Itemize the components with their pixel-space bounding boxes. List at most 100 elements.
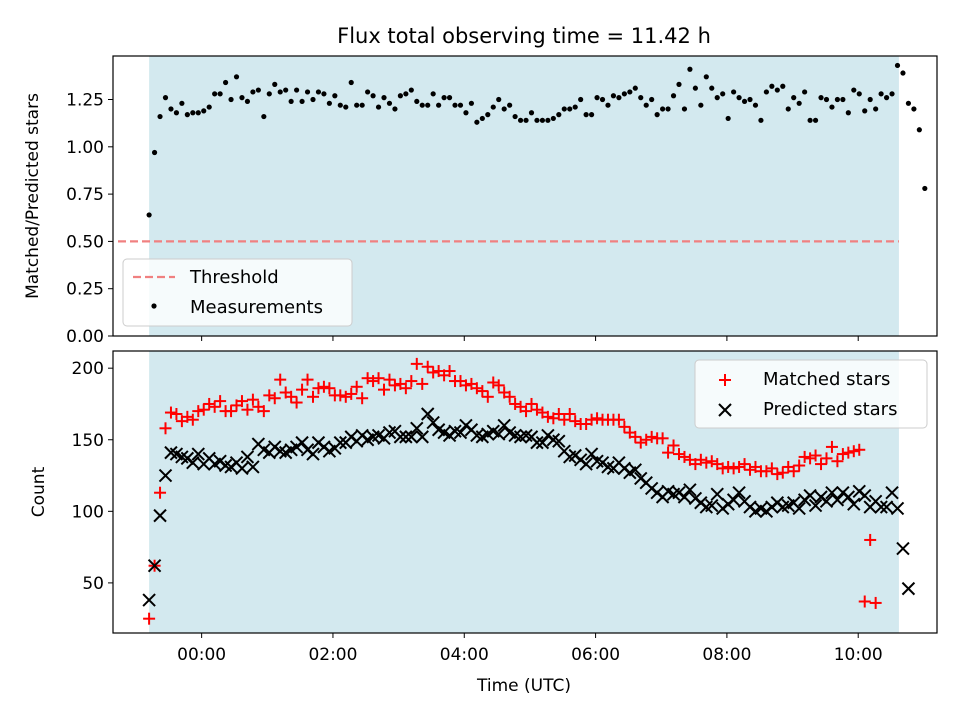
measurement-point	[151, 149, 158, 156]
bot-y-tick-label: 200	[72, 359, 104, 379]
predicted-star-point	[792, 501, 806, 516]
matched-star-point	[487, 376, 500, 389]
matched-star-point	[634, 436, 647, 449]
measurement-point	[283, 87, 289, 93]
measurement-point	[610, 93, 617, 99]
measurement-point	[414, 98, 420, 105]
measurement-point	[594, 95, 600, 101]
matched-star-point	[334, 389, 347, 402]
matched-star-point	[525, 397, 538, 410]
top-panel: 0.00 0.25 0.50 0.75 1.00 1.25 Matched/Predict…	[23, 55, 938, 347]
matched-star-point	[640, 433, 653, 446]
measurement-point	[605, 102, 611, 108]
matched-star-point	[541, 410, 554, 423]
predicted-star-point	[705, 498, 719, 513]
measurement-point	[184, 112, 190, 118]
measurement-point	[752, 102, 759, 108]
predicted-star-point	[399, 430, 413, 444]
measurement-point	[523, 117, 529, 123]
measurement-point	[774, 87, 780, 93]
measurement-point	[479, 115, 485, 122]
measurement-point	[474, 119, 480, 125]
measurement-point	[720, 91, 726, 97]
top-y-axis-label: Matched/Predicted stars	[23, 93, 43, 299]
top-x-axis-ticks	[201, 336, 859, 341]
matched-star-point	[285, 390, 298, 403]
measurement-point	[337, 102, 343, 108]
top-y-tick-label: 0.75	[66, 185, 104, 205]
measurement-point	[321, 91, 327, 97]
top-y-tick-label: 1.00	[66, 138, 104, 158]
measurement-point	[250, 89, 256, 95]
measurement-point	[763, 89, 769, 95]
predicted-star-point	[191, 447, 205, 461]
matched-star-point	[427, 366, 440, 379]
bottom-y-axis-label: Count	[29, 466, 49, 517]
measurement-point	[578, 96, 584, 103]
measurement-point	[561, 106, 567, 112]
measurement-point	[681, 106, 688, 112]
measurement-points	[146, 62, 928, 218]
measurement-point	[162, 95, 169, 101]
measurement-point	[736, 95, 742, 101]
measurement-point	[845, 110, 851, 116]
measurement-point	[419, 102, 425, 108]
x-tick-label: 06:00	[571, 645, 620, 665]
top-y-tick-label: 0.25	[66, 280, 104, 300]
predicted-star-point	[879, 500, 894, 514]
measurement-point	[228, 96, 234, 103]
measurement-point	[359, 102, 365, 108]
top-plot-frame	[112, 55, 938, 337]
measurement-point	[304, 89, 311, 95]
measurement-point	[381, 95, 387, 101]
bottom-legend-box	[694, 359, 928, 429]
measurement-point	[244, 98, 251, 105]
measurement-point	[386, 100, 393, 106]
top-legend-box	[122, 258, 353, 327]
measurement-point	[791, 95, 797, 101]
predicted-star-point	[819, 494, 834, 509]
measurement-point	[539, 117, 546, 123]
measurement-point	[425, 102, 431, 108]
measurement-point	[310, 96, 316, 103]
matched-star-point	[378, 383, 391, 396]
measurement-point	[343, 104, 349, 110]
matched-star-point	[181, 410, 194, 423]
matched-star-point	[459, 379, 472, 392]
predicted-star-point	[426, 415, 440, 430]
measurement-point	[441, 95, 447, 101]
measurement-point	[627, 89, 633, 95]
x-tick-label: 00:00	[177, 645, 226, 665]
predicted-star-point	[847, 497, 861, 511]
legend-predicted-label: Predicted stars	[763, 399, 897, 420]
measurement-point	[889, 91, 895, 97]
measurement-point	[157, 113, 163, 120]
matched-star-point	[744, 463, 757, 476]
matched-star-point	[399, 382, 412, 395]
matched-star-point	[694, 453, 707, 466]
x-tick-label: 02:00	[308, 645, 357, 665]
matched-star-point	[405, 375, 418, 388]
predicted-star-point	[240, 450, 255, 464]
measurement-point	[572, 104, 578, 110]
x-tick-label: 10:00	[834, 645, 883, 665]
measurement-point	[922, 185, 928, 192]
predicted-star-point	[497, 418, 511, 433]
measurement-point	[785, 106, 791, 112]
measurement-point	[621, 91, 627, 97]
measurement-point	[288, 98, 294, 105]
measurement-point	[654, 112, 660, 118]
measurement-point	[687, 66, 693, 72]
measurement-point	[670, 93, 677, 99]
measurement-point	[873, 106, 879, 112]
measurement-point	[588, 112, 595, 118]
predicted-star-point	[830, 493, 845, 507]
matched-star-point	[509, 397, 522, 410]
x-tick-label: 08:00	[702, 645, 751, 665]
measurement-point	[430, 91, 436, 97]
measurement-point	[851, 87, 857, 93]
matched-star-point	[339, 390, 352, 403]
matched-star-point	[443, 365, 456, 378]
predicted-star-point	[153, 508, 167, 523]
